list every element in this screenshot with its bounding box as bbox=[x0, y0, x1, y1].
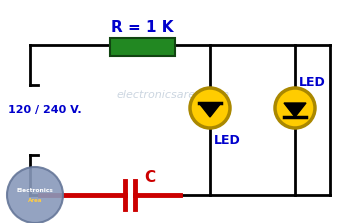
Circle shape bbox=[190, 88, 230, 128]
Bar bbox=[110, 38, 175, 56]
Text: C: C bbox=[144, 169, 155, 184]
Circle shape bbox=[275, 88, 315, 128]
Circle shape bbox=[7, 167, 63, 223]
Text: R = 1 K: R = 1 K bbox=[111, 21, 174, 35]
Text: LED: LED bbox=[214, 134, 241, 147]
Polygon shape bbox=[199, 103, 221, 117]
Text: LED: LED bbox=[299, 76, 326, 89]
Text: electronicsarea.com: electronicsarea.com bbox=[116, 90, 230, 100]
Text: 120 / 240 V.: 120 / 240 V. bbox=[8, 105, 82, 115]
Text: Electronics: Electronics bbox=[17, 188, 53, 194]
Polygon shape bbox=[284, 103, 306, 117]
Text: Area: Area bbox=[28, 198, 42, 202]
